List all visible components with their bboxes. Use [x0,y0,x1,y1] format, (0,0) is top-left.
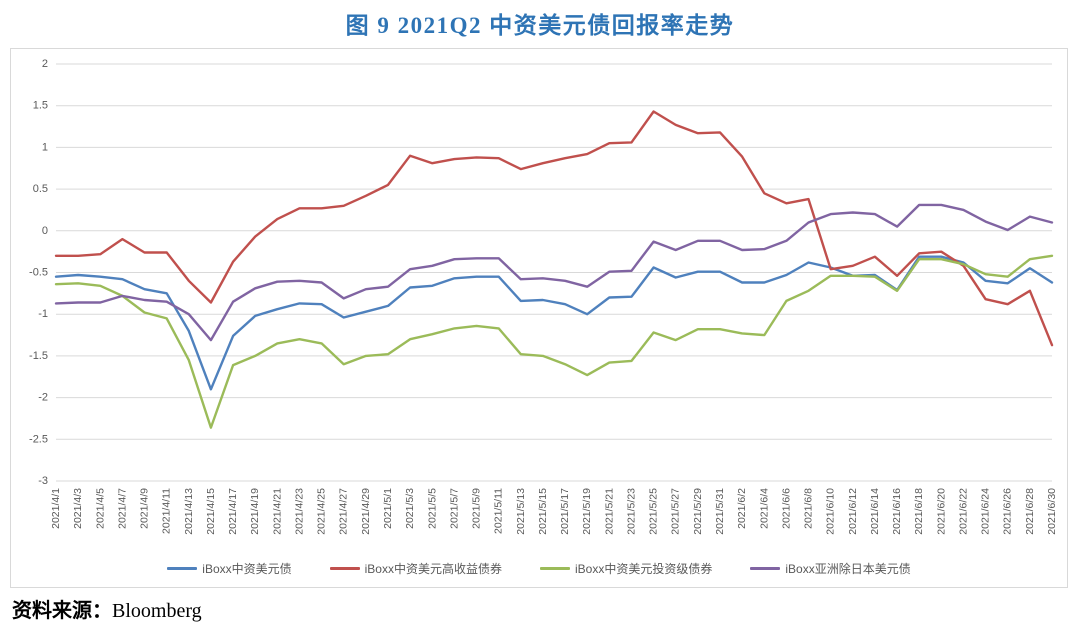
legend-swatch-red [329,567,360,570]
x-axis-tick-label: 2021/6/24 [980,488,992,535]
legend-label: iBoxx中资美元债 [202,562,292,576]
y-axis-tick-label: -1 [38,308,48,320]
x-axis-tick-label: 2021/4/15 [205,488,217,535]
source-value: Bloomberg [112,600,202,622]
legend-item-asia-ex-japan: iBoxx亚洲除日本美元债 [750,560,911,577]
y-axis-tick-label: -2.5 [29,433,48,445]
x-axis-tick-label: 2021/6/6 [780,488,792,529]
x-axis-tick-label: 2021/5/31 [714,488,726,535]
x-axis-tick-label: 2021/4/23 [294,488,306,535]
x-axis-tick-label: 2021/5/19 [581,488,593,535]
x-axis-tick-label: 2021/4/19 [249,488,261,535]
x-axis-tick-label: 2021/6/10 [825,488,837,535]
x-axis-tick-label: 2021/6/18 [913,488,925,535]
x-axis-tick-label: 2021/6/30 [1046,488,1058,535]
x-axis-tick-label: 2021/4/21 [271,488,283,535]
y-axis-tick-label: 0.5 [33,183,48,195]
x-axis-tick-label: 2021/6/2 [736,488,748,529]
x-axis-tick-label: 2021/6/26 [1002,488,1014,535]
y-axis-tick-label: -2 [38,392,48,404]
x-axis-tick-label: 2021/4/13 [183,488,195,535]
legend-item-cny-usd-bond: iBoxx中资美元债 [167,560,292,577]
x-axis-tick-label: 2021/4/3 [72,488,84,529]
legend-item-high-yield: iBoxx中资美元高收益债券 [329,560,502,577]
x-axis-tick-label: 2021/5/21 [603,488,615,535]
x-axis-tick-label: 2021/5/17 [559,488,571,535]
legend-swatch-blue [167,567,198,570]
x-axis-tick-label: 2021/5/25 [648,488,660,535]
y-axis-tick-label: -0.5 [29,267,48,279]
data-source-line: 资料来源：Bloomberg [12,594,202,623]
legend-swatch-green [540,567,570,570]
x-axis-tick-label: 2021/5/27 [670,488,682,535]
y-axis-tick-label: 1 [42,141,48,153]
x-axis-tick-label: 2021/5/5 [426,488,438,529]
x-axis-tick-label: 2021/5/23 [626,488,638,535]
series-line-iBoxx中资美元高收益债券 [54,110,1054,347]
x-axis-tick-label: 2021/4/5 [94,488,106,529]
legend-label: iBoxx中资美元投资级债券 [575,562,713,576]
y-axis-tick-label: 2 [42,58,48,70]
x-axis-tick-label: 2021/5/13 [515,488,527,535]
x-axis-tick-label: 2021/4/1 [50,488,62,529]
x-axis-tick-label: 2021/6/22 [958,488,970,535]
x-axis-tick-label: 2021/6/8 [803,488,815,529]
x-axis-tick-label: 2021/4/29 [360,488,372,535]
x-axis-tick-label: 2021/4/9 [139,488,151,529]
x-axis-tick-label: 2021/5/9 [471,488,483,529]
x-axis-tick-label: 2021/4/11 [161,488,173,534]
series-line-iBoxx中资美元债 [54,255,1054,391]
x-axis-tick-label: 2021/6/14 [869,488,881,535]
chart-title: 图 9 2021Q2 中资美元债回报率走势 [345,13,735,38]
legend-label: iBoxx亚洲除日本美元债 [785,562,911,576]
x-axis-tick-label: 2021/5/11 [493,488,505,534]
series-line-iBoxx中资美元投资级债券 [54,254,1054,429]
chart-legend: iBoxx中资美元债 iBoxx中资美元高收益债券 iBoxx中资美元投资级债券… [11,560,1067,577]
x-axis-tick-label: 2021/6/16 [891,488,903,535]
legend-item-investment-grade: iBoxx中资美元投资级债券 [540,560,712,577]
x-axis-tick-label: 2021/4/7 [116,488,128,529]
x-axis-tick-label: 2021/6/20 [935,488,947,535]
x-axis-tick-label: 2021/4/25 [316,488,328,535]
x-axis-tick-label: 2021/6/4 [758,488,770,529]
y-axis-tick-label: -3 [38,475,48,487]
x-axis-tick-label: 2021/4/17 [227,488,239,535]
x-axis-tick-label: 2021/5/1 [382,488,394,529]
x-axis-tick-label: 2021/5/3 [404,488,416,529]
x-axis-tick-label: 2021/4/27 [338,488,350,535]
source-label: 资料来源： [12,600,112,622]
legend-swatch-purple [750,567,781,570]
series-line-iBoxx亚洲除日本美元债 [54,203,1054,342]
x-axis-tick-label: 2021/6/12 [847,488,859,535]
legend-label: iBoxx中资美元高收益债券 [364,562,502,576]
y-axis-tick-label: -1.5 [29,350,48,362]
chart-area: 2 1.5 1 0.5 0 -0.5 -1 -1.5 -2 -2.5 -3 2021/4/1 2021/… [10,48,1068,588]
x-axis-tick-label: 2021/6/28 [1024,488,1036,535]
x-axis-tick-label: 2021/5/15 [537,488,549,535]
x-axis-tick-label: 2021/5/7 [448,488,460,529]
y-axis-tick-label: 0 [42,225,48,237]
y-axis-tick-label: 1.5 [33,100,48,112]
x-axis-tick-label: 2021/5/29 [692,488,704,535]
